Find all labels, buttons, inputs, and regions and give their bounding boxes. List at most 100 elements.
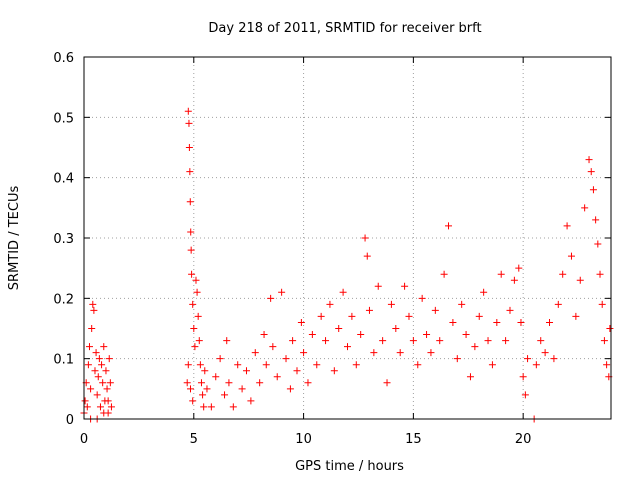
y-tick-label: 0.1: [53, 353, 74, 368]
data-point: [229, 403, 237, 411]
data-point: [502, 337, 510, 345]
data-point: [297, 318, 305, 326]
data-point: [185, 119, 193, 127]
data-point: [445, 222, 453, 230]
data-point: [596, 270, 604, 278]
data-point: [104, 397, 112, 405]
data-point: [383, 379, 391, 387]
data-point: [330, 367, 338, 375]
data-point: [187, 246, 195, 254]
data-point: [186, 198, 194, 206]
y-tick-label: 0.6: [53, 51, 74, 66]
data-point: [363, 252, 371, 260]
data-point: [587, 168, 595, 176]
data-point: [339, 288, 347, 296]
data-point: [559, 270, 567, 278]
data-point: [572, 312, 580, 320]
data-point: [488, 361, 496, 369]
data-point: [510, 276, 518, 284]
data-point: [195, 337, 203, 345]
data-point: [554, 300, 562, 308]
data-point: [379, 337, 387, 345]
data-point: [462, 331, 470, 339]
data-point: [93, 391, 101, 399]
x-tick-label: 20: [515, 432, 532, 447]
data-point: [88, 325, 96, 332]
data-point: [392, 325, 400, 332]
data-point: [221, 391, 229, 399]
data-point: [200, 403, 208, 411]
data-point: [344, 343, 351, 351]
data-point: [90, 306, 98, 314]
data-point: [396, 349, 404, 357]
chart-title: Day 218 of 2011, SRMTID for receiver brf…: [208, 21, 481, 36]
data-point: [185, 144, 193, 151]
data-point: [256, 379, 264, 387]
x-axis-label: GPS time / hours: [295, 459, 404, 474]
data-point: [603, 361, 611, 369]
data-point: [521, 391, 529, 399]
y-tick-label: 0.5: [53, 111, 74, 126]
data-point: [100, 343, 108, 351]
data-point: [458, 300, 466, 308]
data-point: [517, 318, 525, 326]
data-point: [186, 168, 194, 176]
data-point: [506, 306, 514, 314]
grid-lines: [84, 57, 611, 419]
data-point: [191, 343, 199, 351]
data-point: [242, 367, 250, 375]
data-point: [95, 355, 103, 363]
data-point: [326, 300, 334, 308]
data-point: [186, 385, 194, 393]
data-point: [357, 331, 365, 339]
x-tick-label: 0: [80, 432, 88, 447]
data-point: [192, 276, 200, 284]
data-point: [537, 337, 545, 345]
data-point: [183, 379, 191, 387]
data-point: [260, 331, 268, 339]
data-point: [207, 403, 215, 411]
data-point: [348, 312, 356, 320]
data-point: [387, 300, 395, 308]
data-points: [80, 107, 614, 423]
data-point: [225, 379, 233, 387]
data-point: [203, 385, 211, 393]
data-point: [361, 234, 369, 242]
y-tick-label: 0.2: [53, 292, 74, 307]
data-point: [431, 306, 439, 314]
data-point: [278, 288, 286, 296]
data-point: [466, 373, 474, 381]
data-point: [594, 240, 602, 248]
data-point: [423, 331, 431, 339]
data-point: [541, 349, 549, 357]
data-point: [475, 312, 483, 320]
data-point: [480, 288, 488, 296]
data-point: [493, 318, 501, 326]
data-point: [317, 312, 325, 320]
y-tick-label: 0: [66, 413, 74, 428]
data-point: [273, 373, 281, 381]
data-point: [251, 349, 259, 357]
x-tick-label: 5: [190, 432, 198, 447]
data-point: [194, 312, 202, 320]
data-point: [187, 228, 195, 236]
data-point: [107, 403, 115, 411]
data-point: [105, 355, 113, 363]
data-point: [94, 373, 102, 381]
data-point: [85, 343, 93, 351]
data-point: [216, 355, 224, 363]
data-point: [589, 186, 597, 194]
data-point: [89, 300, 97, 308]
data-point: [497, 270, 505, 278]
data-point: [532, 361, 540, 369]
data-point: [293, 367, 301, 375]
data-point: [322, 337, 330, 345]
data-point: [201, 367, 209, 375]
plot-frame: [83, 56, 612, 420]
data-point: [262, 361, 270, 369]
x-tick-label: 15: [405, 432, 422, 447]
data-point: [308, 331, 316, 339]
data-point: [567, 252, 575, 260]
axis-ticks: 0 0.1 0.2 0.3 0.4 0.5 0.6 0 5 10 15 20: [53, 51, 611, 447]
